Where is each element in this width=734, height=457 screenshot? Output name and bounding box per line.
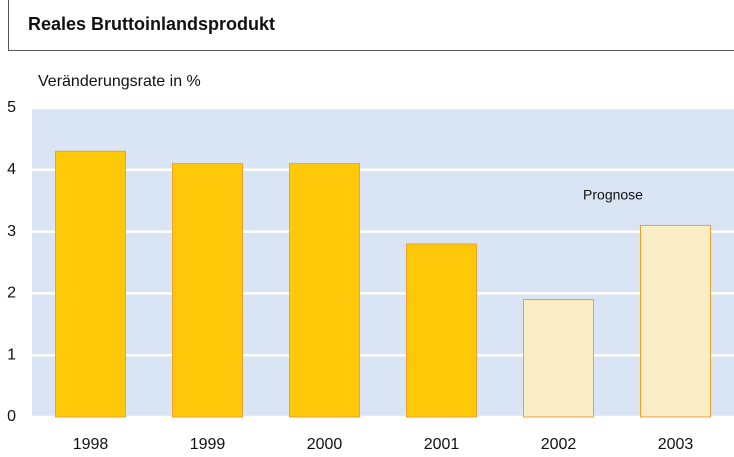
bar	[289, 163, 360, 418]
bar	[406, 243, 477, 418]
y-tick-label: 3	[7, 223, 16, 240]
x-tick-label: 2002	[541, 436, 577, 453]
y-tick-label: 0	[7, 408, 16, 425]
bar	[55, 150, 126, 418]
bar	[640, 224, 711, 418]
y-tick-label: 4	[7, 161, 16, 178]
y-tick-label: 5	[7, 99, 16, 116]
bar	[523, 299, 594, 418]
annotation: Prognose	[583, 187, 643, 203]
x-tick-label: 1999	[190, 436, 226, 453]
x-tick-label: 2000	[307, 436, 343, 453]
x-tick-label: 2003	[658, 436, 694, 453]
chart-title: Reales Bruttoinlandsprodukt	[28, 14, 275, 34]
bar	[172, 163, 243, 418]
y-axis-label: Veränderungsrate in %	[38, 73, 201, 90]
y-tick-label: 2	[7, 285, 16, 302]
x-tick-label: 2001	[424, 436, 460, 453]
y-tick-label: 1	[7, 346, 16, 363]
plot-area	[32, 108, 734, 417]
x-tick-label: 1998	[73, 436, 109, 453]
